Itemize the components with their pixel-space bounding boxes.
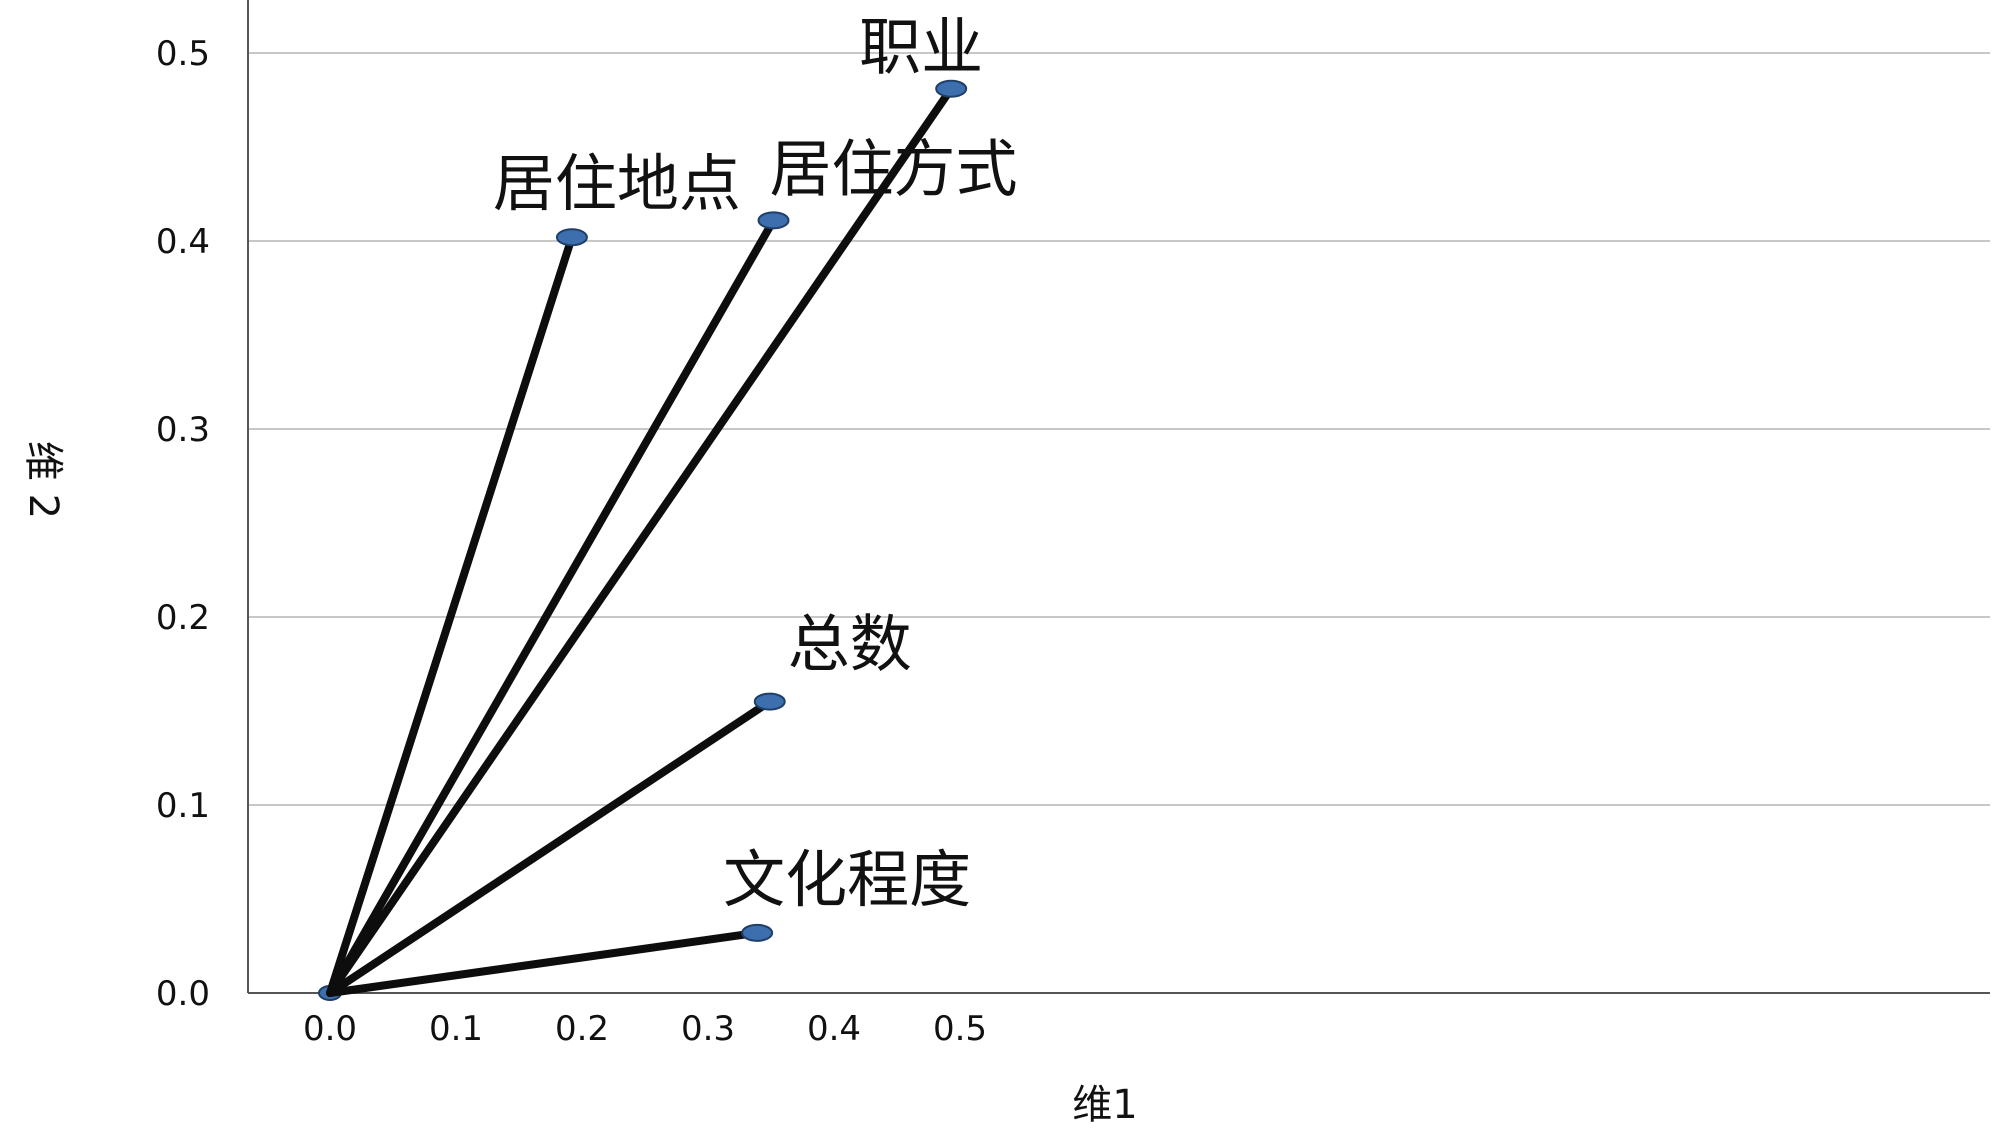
vector-endpoint-marker [741, 923, 774, 942]
x-tick-label: 0.3 [681, 1009, 735, 1049]
point-label: 职业 [859, 11, 983, 84]
y-axis-label: 维 2 [20, 441, 66, 519]
vector-endpoint-marker [753, 692, 786, 711]
point-label: 居住地点 [493, 147, 741, 220]
y-tick-label: 0.4 [156, 222, 210, 262]
y-tick-label: 0.1 [156, 786, 210, 826]
point-label: 文化程度 [723, 843, 971, 916]
x-tick-label: 0.2 [555, 1009, 609, 1049]
x-tick-label: 0.1 [429, 1009, 483, 1049]
point-label: 居住方式 [770, 132, 1018, 205]
axes: 0.0 0.1 0.2 0.3 0.4 0.5 0.0 0.1 0.2 0.3 0.4 0.5 [156, 0, 1990, 1049]
x-tick-label: 0.0 [303, 1009, 357, 1049]
x-tick-label: 0.5 [933, 1009, 987, 1049]
x-axis-label: 维1 [1072, 1082, 1137, 1128]
point-label: 总数 [788, 608, 912, 681]
x-tick-label: 0.4 [807, 1009, 861, 1049]
vector-endpoint-marker [757, 211, 790, 230]
y-tick-label: 0.5 [156, 34, 210, 74]
vector-line [326, 84, 956, 997]
gridlines [248, 52, 1990, 806]
y-tick-label: 0.0 [156, 974, 210, 1014]
vector-line [326, 216, 778, 997]
vectors [318, 79, 968, 1001]
vector-endpoint-marker [935, 79, 968, 98]
vector-line [326, 697, 774, 997]
vector-endpoint-marker [555, 228, 588, 247]
vector-line [326, 928, 762, 997]
y-tick-label: 0.3 [156, 410, 210, 450]
y-tick-label: 0.2 [156, 598, 210, 638]
vector-line [326, 233, 576, 997]
